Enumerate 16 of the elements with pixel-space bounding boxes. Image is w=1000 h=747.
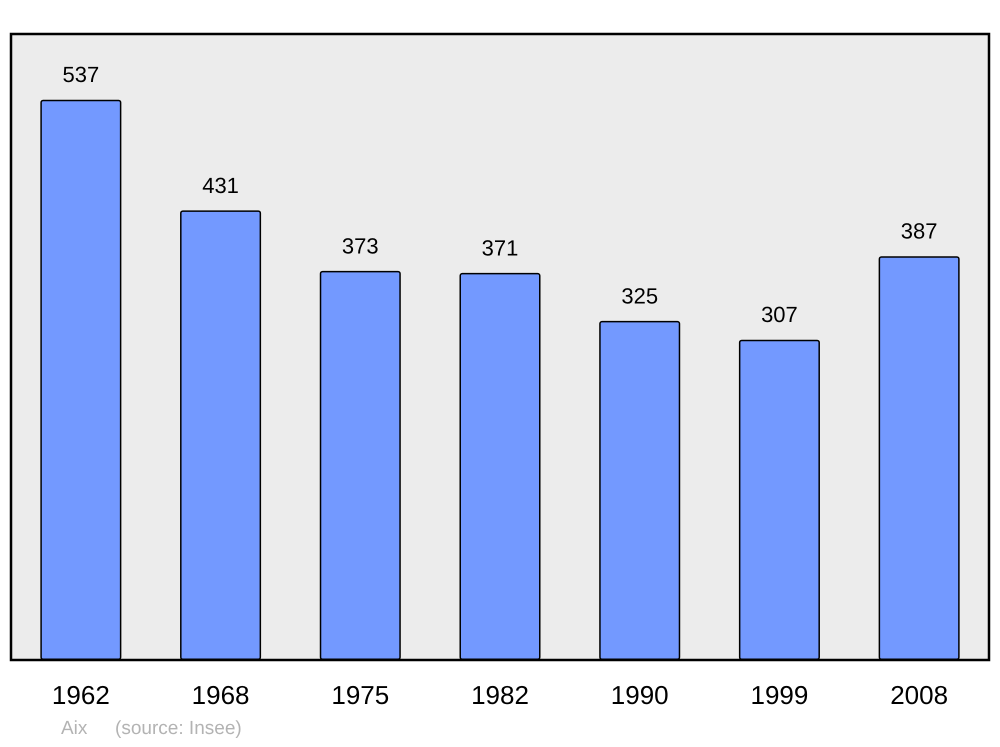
data-label: 373: [342, 233, 379, 258]
x-tick-label: 1975: [331, 680, 390, 710]
data-label: 431: [202, 172, 239, 198]
x-tick-label: 1982: [471, 680, 529, 710]
data-label: 537: [62, 62, 100, 88]
data-label: 387: [900, 218, 938, 244]
x-tick-label: 1990: [610, 680, 669, 710]
x-tick-label: 1999: [750, 680, 808, 710]
data-label: 307: [761, 302, 798, 328]
data-label: 371: [482, 235, 518, 260]
x-tick-label: 2008: [890, 680, 948, 710]
data-label: 325: [621, 283, 658, 308]
text: Aix: [61, 718, 88, 739]
x-tick-label: 1962: [52, 680, 110, 710]
x-tick-label: 1968: [192, 680, 250, 710]
text: (source: Insee): [115, 718, 242, 739]
